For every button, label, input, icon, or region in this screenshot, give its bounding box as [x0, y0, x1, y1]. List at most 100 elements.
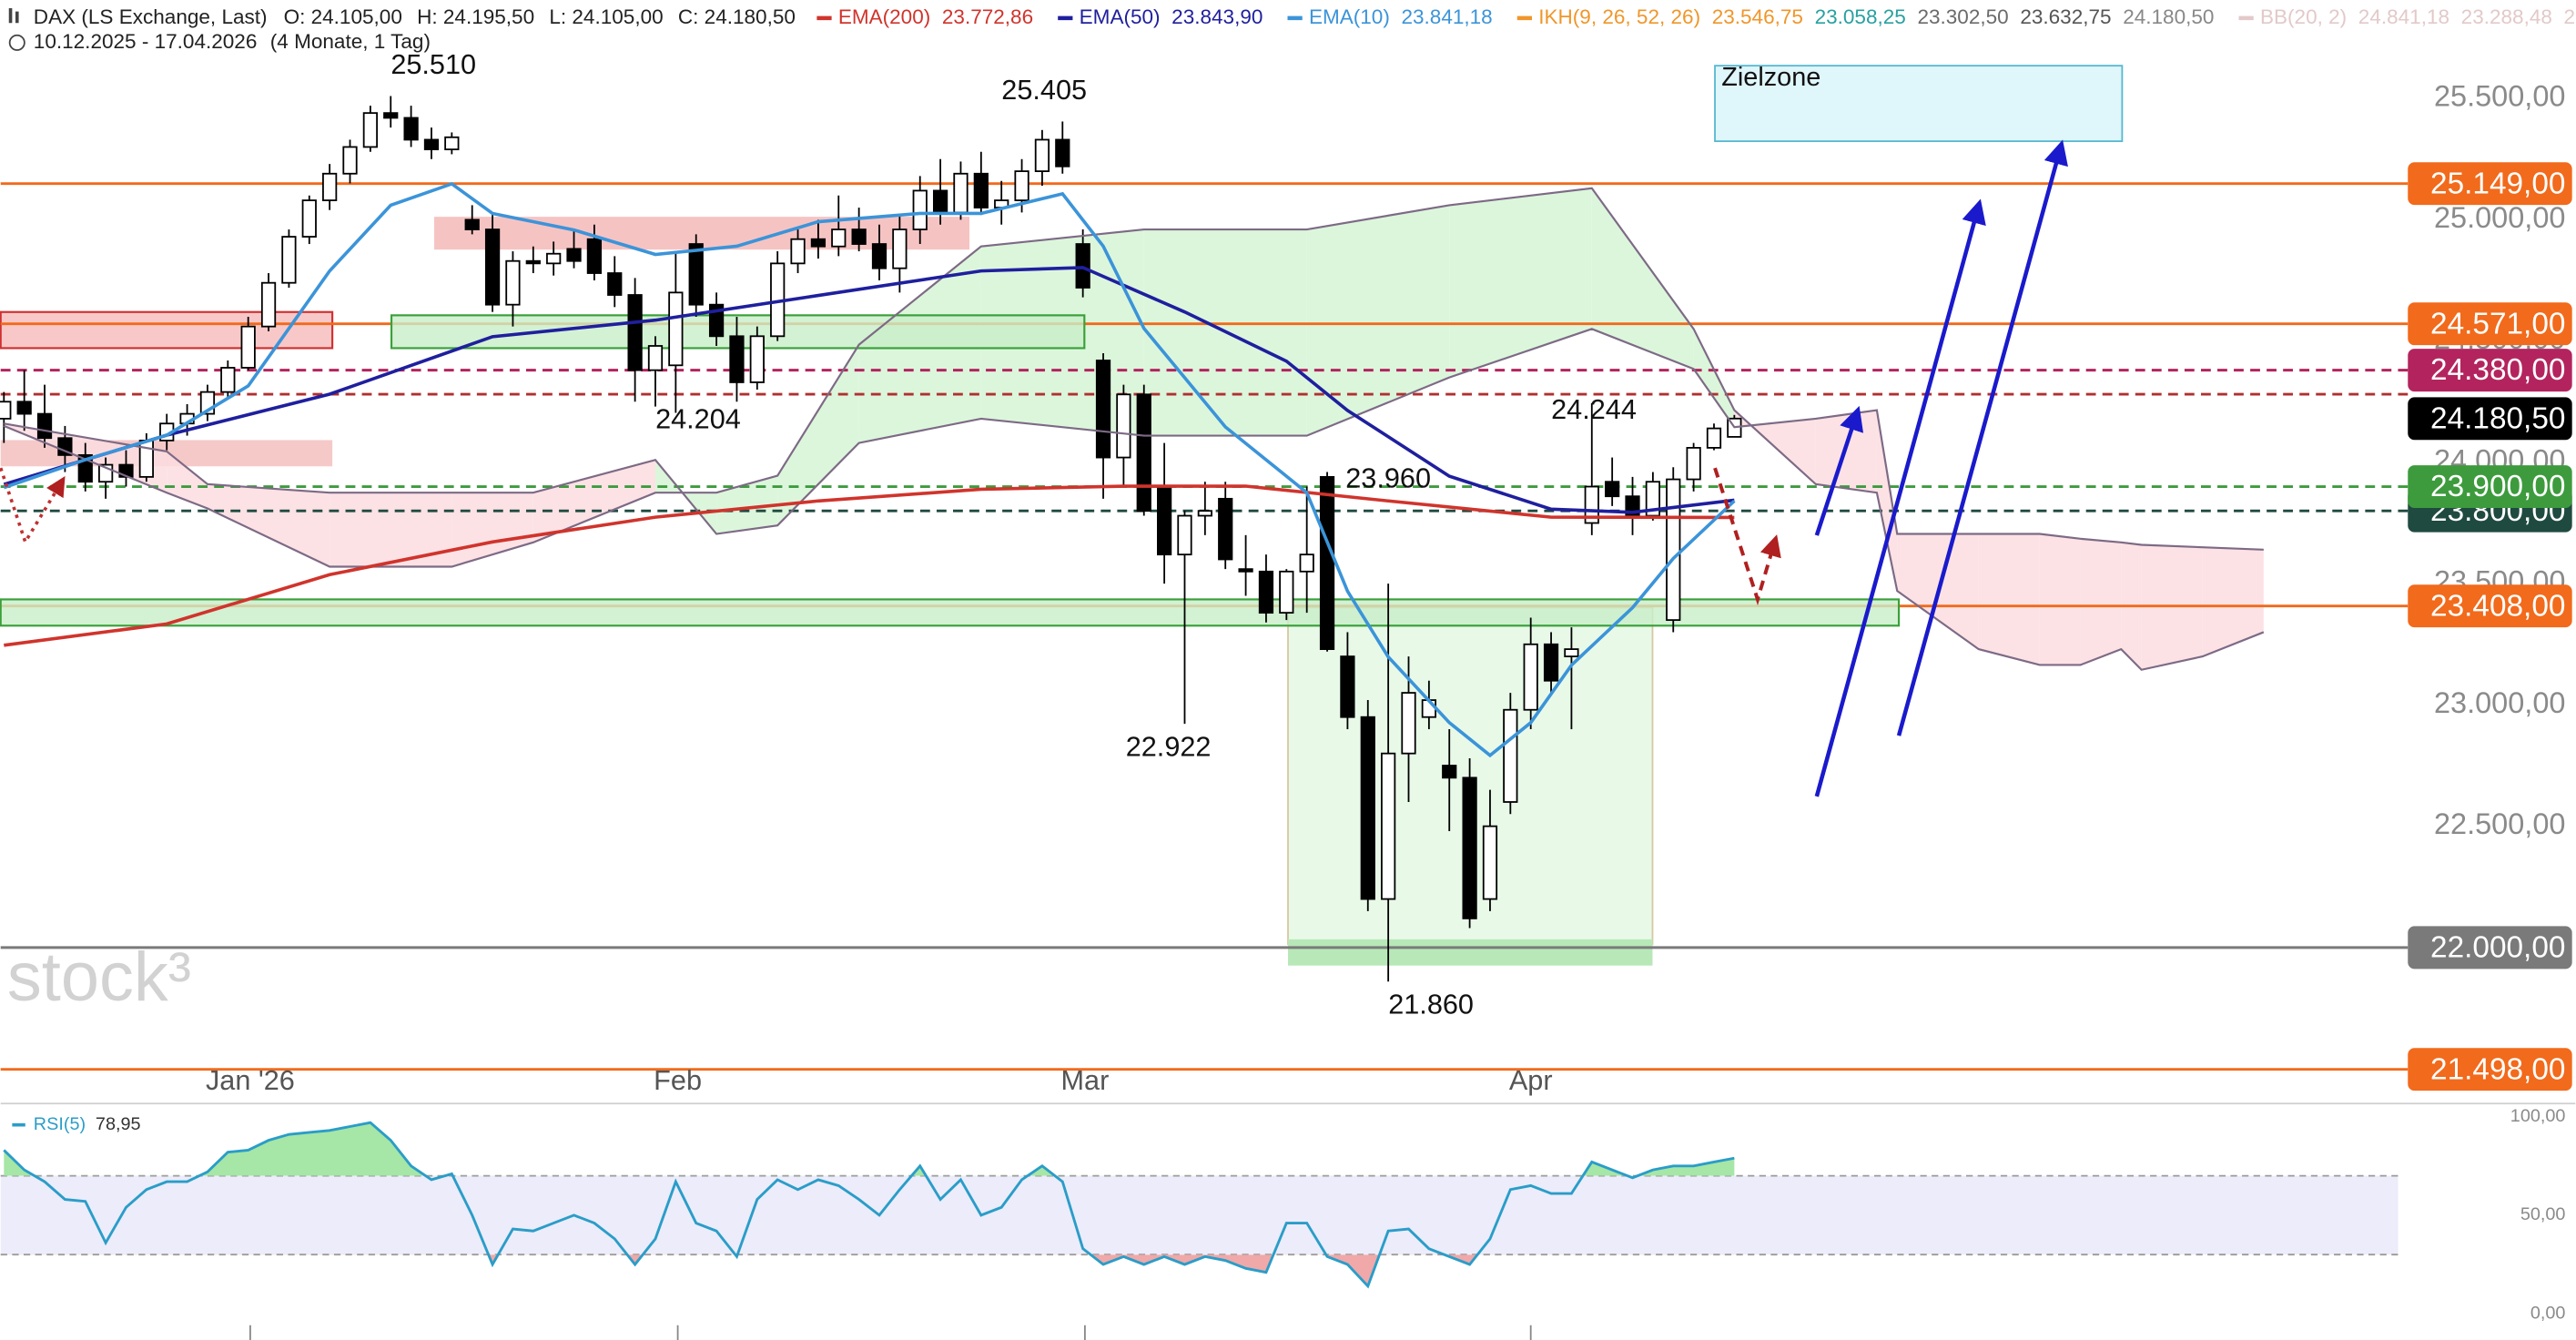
legend-name: EMA(50): [1080, 5, 1161, 28]
cloud-fill: [1449, 188, 1592, 378]
drawings: Zielzone: [0, 63, 2124, 797]
cloud-fill: [167, 451, 208, 509]
arrow: [1713, 467, 1781, 606]
y-tick-label: 23.000,00: [2434, 686, 2565, 719]
candle-body: [1381, 752, 1396, 900]
candle-body: [892, 228, 908, 269]
candle-body: [546, 252, 562, 265]
candle-body: [688, 243, 704, 306]
arrow: [1896, 139, 2068, 736]
rsi-tick-label: 100,00: [2510, 1106, 2566, 1126]
candle-body: [627, 294, 643, 371]
candle-body: [444, 136, 460, 151]
ohlc-value: O: 24.105,00: [284, 5, 402, 28]
candle-body: [831, 228, 847, 248]
cloud-span-b: [4, 328, 2264, 551]
candle-body: [668, 291, 684, 367]
arrow: [0, 467, 66, 546]
ohlc-value: C: 24.180,50: [678, 5, 796, 28]
cloud-fill: [207, 483, 330, 567]
candle-body: [301, 199, 317, 238]
candle-body: [1218, 497, 1233, 561]
price-annotation: 25.510: [390, 49, 476, 80]
arrow: [1814, 405, 1864, 536]
level-label: 23.408,00: [2430, 589, 2565, 623]
legend-name: EMA(10): [1309, 5, 1390, 28]
legend-name: IKH(9, 26, 52, 26): [1538, 5, 1700, 28]
annotations: 25.510 25.405 24.204 22.922 23.960 24.244 21.8…: [390, 49, 1637, 1020]
candle-body: [1666, 478, 1681, 622]
candle-body: [1116, 393, 1131, 459]
level-label-box: [2408, 162, 2572, 206]
candle-body: [729, 335, 745, 383]
cloud-fill: [1876, 410, 1898, 592]
candle-body: [1319, 475, 1335, 650]
legend-value: 23.772,86: [942, 5, 1033, 28]
candle-body: [1564, 648, 1579, 657]
candle-body: [0, 401, 12, 420]
cloud-fill: [2080, 538, 2122, 665]
candle-body: [1543, 643, 1559, 682]
candle-body: [1482, 825, 1498, 900]
rsi-legend-value: 78,95: [96, 1114, 141, 1134]
x-tick-label: Jan '26: [206, 1065, 295, 1096]
zones: [0, 314, 1901, 627]
y-tick-label: 25.500,00: [2434, 80, 2565, 113]
date-range: 10.12.2025 - 17.04.2026: [34, 30, 258, 53]
candle-body: [1686, 447, 1701, 481]
candle-body: [912, 189, 928, 230]
cloud-fill: [532, 460, 655, 543]
level-label-box: [2408, 465, 2572, 508]
ema-line: [4, 484, 1735, 647]
candle-body: [220, 367, 236, 393]
x-tick-label: Apr: [1509, 1065, 1553, 1096]
cloud-fill: [2202, 547, 2264, 657]
legend-value: 23.843,90: [1171, 5, 1263, 28]
x-tick-label: Feb: [654, 1065, 702, 1096]
cloud-fill: [777, 344, 859, 526]
level-label-box: [2408, 926, 2572, 969]
legend-value: 24.180,50: [2123, 5, 2214, 28]
cloud-fill: [2141, 544, 2203, 670]
legend-value: 23.302,50: [1917, 5, 2008, 28]
candle-body: [932, 189, 948, 214]
candle-body: [1523, 643, 1538, 711]
level-label: 21.498,00: [2430, 1052, 2565, 1086]
watermark: stock³: [7, 939, 191, 1016]
candle-body: [1095, 360, 1111, 459]
candle-body: [138, 440, 154, 478]
candle-body: [871, 243, 887, 269]
candle-body: [1584, 485, 1599, 524]
level-label-box: [2408, 397, 2572, 441]
candle-body: [607, 272, 623, 296]
level-label-box: [2408, 302, 2572, 346]
ema-line: [3, 181, 1736, 758]
rsi-line: [3, 1121, 1735, 1289]
candle-body: [1157, 485, 1172, 556]
cloud-fill: [330, 492, 452, 567]
price-annotation: 25.405: [1001, 75, 1087, 106]
rsi-overbought-fill: [4, 1122, 1735, 1176]
legend-value: 23.546,75: [1712, 5, 1803, 28]
arrow: [1814, 198, 1986, 797]
candle-body: [240, 325, 256, 369]
rsi-tick-label: 0,00: [2530, 1303, 2566, 1323]
rsi-band: [0, 1175, 2399, 1255]
candle-body: [1034, 138, 1050, 173]
candle-body: [1299, 553, 1314, 573]
rsi-tick-label: 50,00: [2520, 1204, 2566, 1224]
bars-icon: [8, 8, 13, 24]
cloud-fill: [1306, 205, 1450, 436]
candle-body: [403, 117, 419, 141]
candle-body: [1442, 765, 1457, 779]
level-label-box: [2408, 584, 2572, 628]
y-tick-label: 22.500,00: [2434, 807, 2565, 840]
legend-name: BB(20, 2): [2260, 5, 2347, 28]
candle-body: [16, 401, 32, 415]
candles: [0, 96, 1742, 982]
candle-body: [566, 248, 582, 262]
target-zone: [1714, 65, 2124, 143]
level-label: 24.380,00: [2430, 353, 2565, 387]
